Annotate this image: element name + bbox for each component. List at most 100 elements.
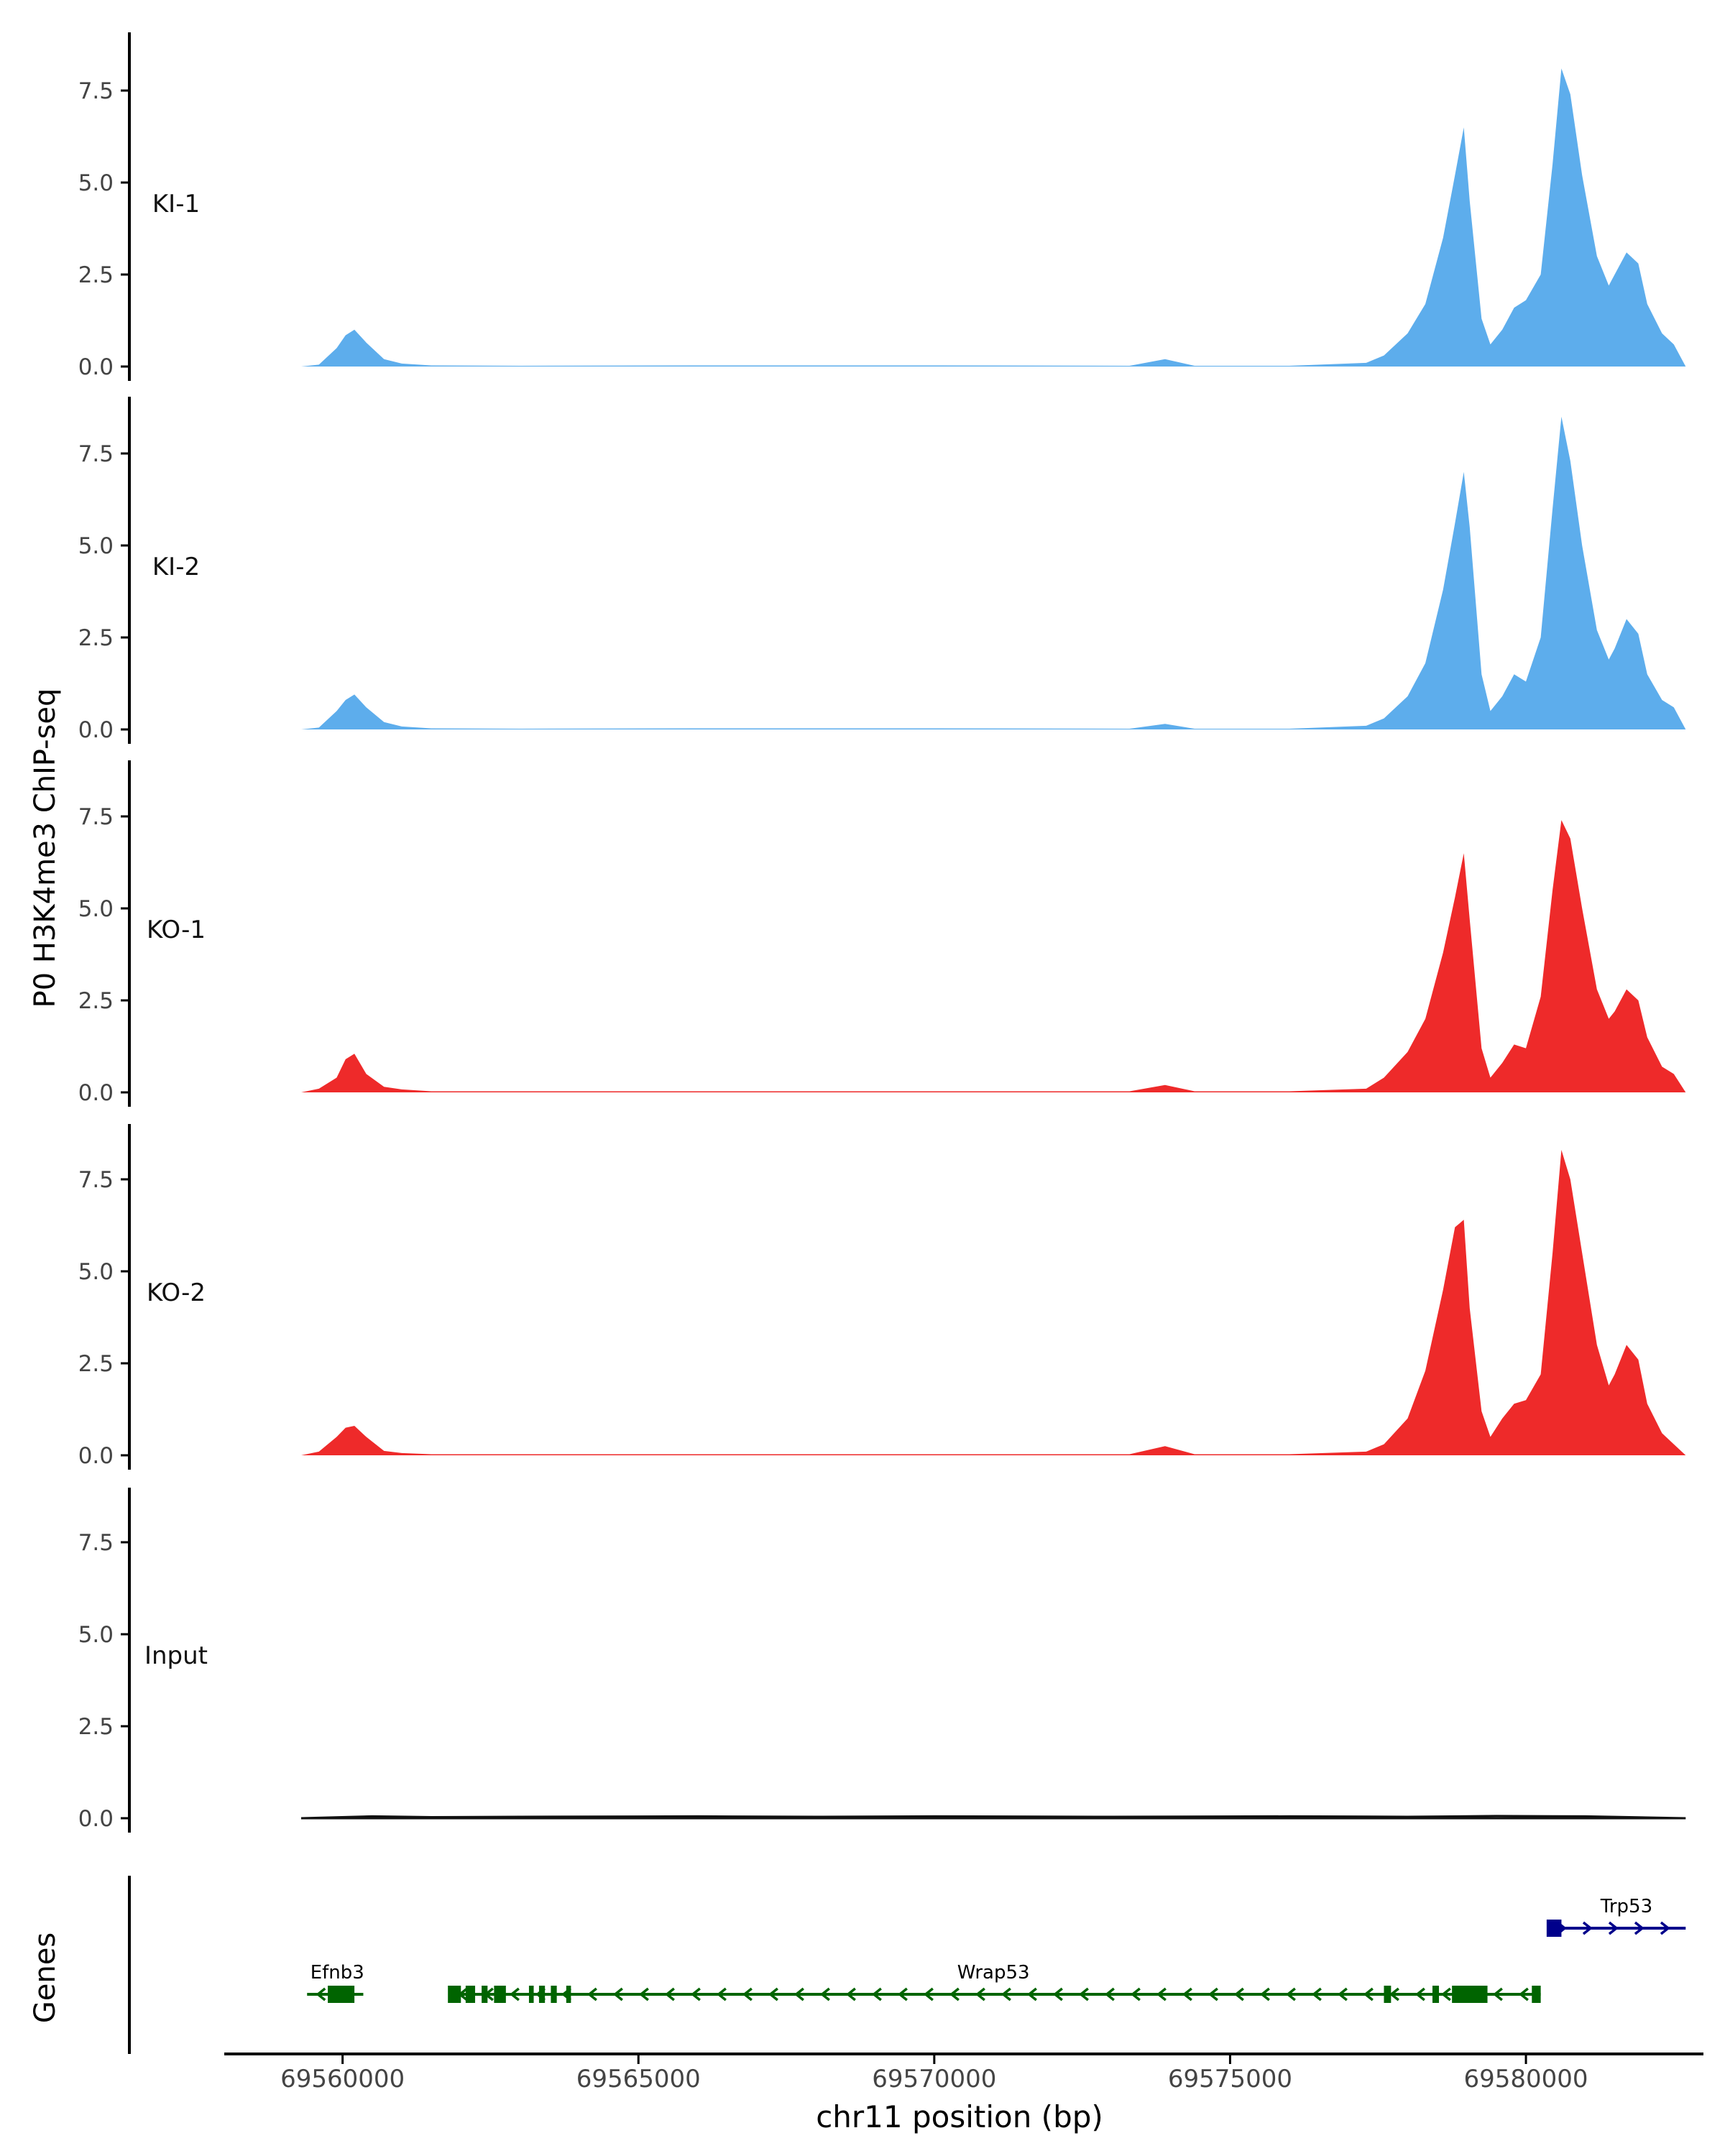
track-ki-2: 0.0 2.5 5.0 7.5 KI-2 bbox=[78, 397, 1686, 744]
strand-arrow bbox=[1234, 1987, 1244, 2001]
y-tick-label: 7.5 bbox=[78, 1167, 114, 1193]
strand-arrow bbox=[639, 1987, 649, 2001]
strand-arrow bbox=[691, 1987, 701, 2001]
signal-area-ki-1 bbox=[301, 68, 1686, 367]
gene-efnb3: Efnb3 bbox=[307, 1962, 364, 2003]
strand-arrow bbox=[768, 1987, 778, 2001]
exon bbox=[566, 1986, 571, 2003]
track-ko-2: 0.0 2.5 5.0 7.5 KO-2 bbox=[78, 1124, 1686, 1470]
strand-arrow bbox=[1208, 1987, 1218, 2001]
y-tick-label: 2.5 bbox=[78, 262, 114, 288]
exon bbox=[1432, 1986, 1440, 2003]
strand-arrow bbox=[1182, 1987, 1192, 2001]
y-tick-label: 7.5 bbox=[78, 804, 114, 830]
strand-arrow bbox=[924, 1987, 934, 2001]
y-tick-label: 0.0 bbox=[78, 1806, 114, 1832]
strand-arrow bbox=[1634, 1921, 1644, 1935]
strand-arrow bbox=[665, 1987, 675, 2001]
gene-label: Trp53 bbox=[1600, 1896, 1652, 1917]
y-axis-title: P0 H3K4me3 ChIP-seq bbox=[29, 688, 62, 1008]
strand-arrow bbox=[1286, 1987, 1296, 2001]
y-tick-label: 2.5 bbox=[78, 1714, 114, 1740]
strand-arrow bbox=[1001, 1987, 1011, 2001]
strand-arrow bbox=[1338, 1987, 1348, 2001]
genes-panel-label: Genes bbox=[29, 1932, 62, 2023]
track-ko-1: 0.0 2.5 5.0 7.5 KO-1 bbox=[78, 760, 1686, 1107]
strand-arrow bbox=[949, 1987, 960, 2001]
strand-arrow bbox=[1582, 1921, 1593, 1935]
strand-arrow bbox=[510, 1987, 520, 2001]
y-tick-label: 0.0 bbox=[78, 717, 114, 743]
x-axis-title: chr11 position (bp) bbox=[816, 2099, 1103, 2134]
track-label: Input bbox=[144, 1641, 208, 1670]
y-tick-label: 7.5 bbox=[78, 1530, 114, 1556]
exon bbox=[551, 1986, 557, 2003]
strand-arrow bbox=[1131, 1987, 1141, 2001]
strand-arrow bbox=[717, 1987, 727, 2001]
x-tick-label: 69570000 bbox=[872, 2065, 996, 2093]
exon bbox=[494, 1986, 506, 2003]
strand-arrow bbox=[1156, 1987, 1167, 2001]
exon bbox=[328, 1986, 355, 2003]
gene-trp53: Trp53 bbox=[1546, 1896, 1686, 1937]
strand-arrow bbox=[613, 1987, 623, 2001]
y-tick-label: 5.0 bbox=[78, 1259, 114, 1285]
y-tick-label: 2.5 bbox=[78, 988, 114, 1014]
strand-arrow bbox=[1493, 1987, 1503, 2001]
y-tick-label: 2.5 bbox=[78, 625, 114, 651]
strand-arrow bbox=[742, 1987, 753, 2001]
strand-arrow bbox=[846, 1987, 856, 2001]
exon bbox=[1452, 1986, 1488, 2003]
genes-layer: 69560000 69565000 69570000 69575000 69580000… bbox=[128, 1876, 1703, 2093]
track-label: KO-1 bbox=[147, 916, 206, 944]
signal-line-input bbox=[300, 1815, 1686, 1820]
y-tick-label: 5.0 bbox=[78, 896, 114, 922]
exon bbox=[448, 1986, 461, 2003]
strand-arrow bbox=[587, 1987, 597, 2001]
strand-arrow bbox=[1389, 1987, 1399, 2001]
strand-arrow bbox=[1519, 1987, 1529, 2001]
strand-arrow bbox=[794, 1987, 804, 2001]
x-tick-label: 69565000 bbox=[576, 2065, 701, 2093]
gene-label: Wrap53 bbox=[957, 1962, 1030, 1984]
exon bbox=[465, 1986, 476, 2003]
y-tick-label: 0.0 bbox=[78, 1443, 114, 1469]
signal-area-ki-2 bbox=[301, 416, 1686, 729]
y-tick-label: 2.5 bbox=[78, 1351, 114, 1377]
y-tick-label: 5.0 bbox=[78, 1622, 114, 1648]
strand-arrow bbox=[898, 1987, 908, 2001]
exon bbox=[528, 1986, 534, 2003]
exon bbox=[1532, 1986, 1541, 2003]
y-tick-label: 0.0 bbox=[78, 354, 114, 380]
strand-arrow bbox=[1079, 1987, 1089, 2001]
strand-arrow bbox=[820, 1987, 830, 2001]
y-tick-label: 7.5 bbox=[78, 78, 114, 104]
y-tick-label: 5.0 bbox=[78, 533, 114, 559]
strand-arrow bbox=[1363, 1987, 1374, 2001]
strand-arrow bbox=[1027, 1987, 1037, 2001]
strand-arrow bbox=[1312, 1987, 1322, 2001]
exon bbox=[538, 1986, 546, 2003]
y-tick-label: 0.0 bbox=[78, 1080, 114, 1106]
track-input: 0.0 2.5 5.0 7.5 Input bbox=[78, 1488, 1686, 1833]
gene-wrap53: Wrap53 bbox=[448, 1962, 1541, 2003]
gene-label: Efnb3 bbox=[310, 1962, 364, 1984]
strand-arrow bbox=[1260, 1987, 1270, 2001]
strand-arrow bbox=[975, 1987, 985, 2001]
strand-arrow bbox=[1415, 1987, 1425, 2001]
exon bbox=[1546, 1920, 1562, 1937]
signal-area-ko-2 bbox=[301, 1150, 1686, 1455]
exon bbox=[1384, 1986, 1392, 2003]
y-tick-label: 7.5 bbox=[78, 441, 114, 467]
x-tick-label: 69580000 bbox=[1464, 2065, 1588, 2093]
strand-arrow bbox=[1660, 1921, 1670, 1935]
track-label: KI-1 bbox=[152, 190, 200, 218]
track-ki-1: 0.0 2.5 5.0 7.5 KI-1 bbox=[78, 32, 1686, 381]
strand-arrow bbox=[872, 1987, 882, 2001]
track-label: KI-2 bbox=[152, 553, 200, 581]
signal-area-ko-1 bbox=[301, 820, 1686, 1092]
strand-arrow bbox=[316, 1987, 326, 2001]
exon bbox=[482, 1986, 488, 2003]
y-tick-label: 5.0 bbox=[78, 170, 114, 196]
